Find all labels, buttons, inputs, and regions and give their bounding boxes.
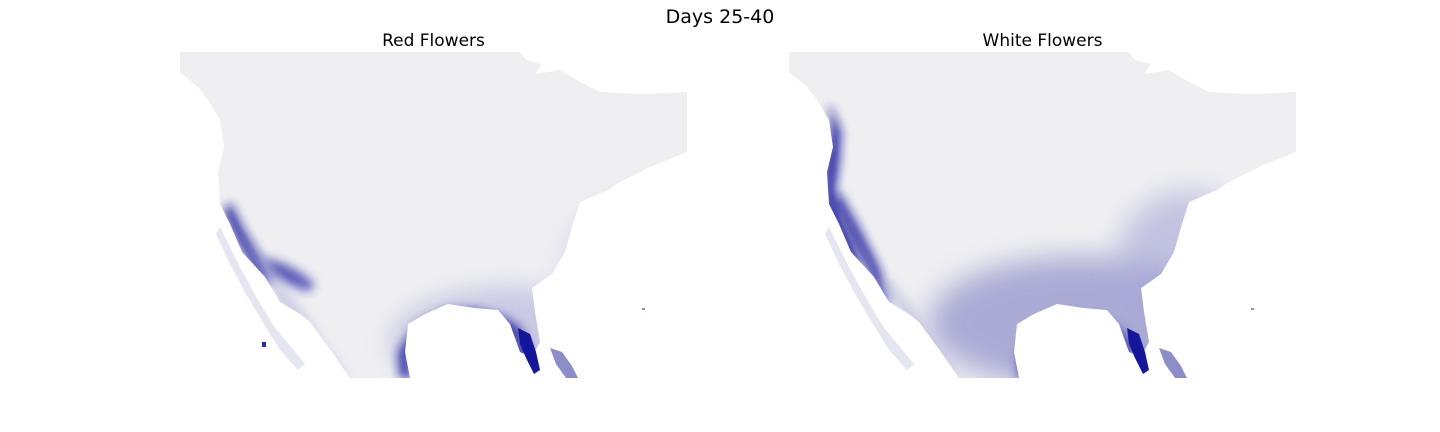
caribbean-islands [1159, 348, 1187, 378]
island-speck [1251, 308, 1254, 310]
island-speck [262, 342, 266, 347]
florida-peninsula [1127, 328, 1149, 374]
florida-peninsula [518, 328, 540, 374]
panel-white-flowers: White Flowers [789, 30, 1296, 378]
panel-red-flowers: Red Flowers [180, 30, 687, 378]
panel-title-red-flowers: Red Flowers [382, 31, 485, 51]
caribbean-islands [550, 348, 578, 378]
island-speck [642, 308, 645, 310]
baja-peninsula [825, 227, 914, 370]
map-red-flowers [180, 52, 687, 378]
figure-title: Days 25-40 [665, 6, 775, 28]
baja-peninsula [216, 227, 305, 370]
panel-title-white-flowers: White Flowers [982, 31, 1103, 51]
map-white-flowers [789, 52, 1296, 378]
